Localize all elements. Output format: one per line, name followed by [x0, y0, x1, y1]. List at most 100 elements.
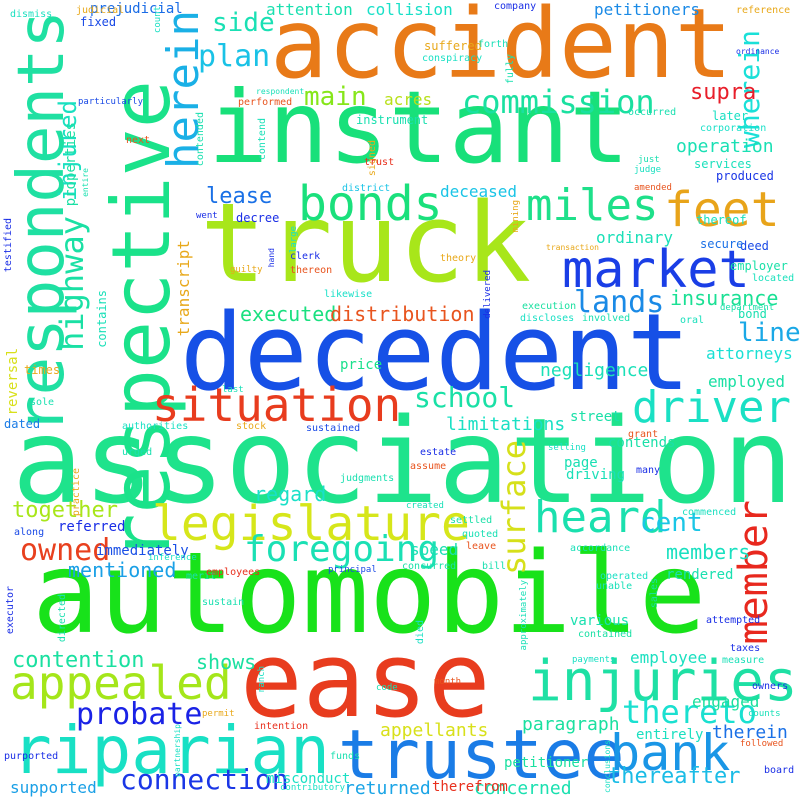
- cloud-word-employer: employer: [730, 259, 788, 273]
- cloud-word-bill: bill: [482, 561, 507, 572]
- cloud-word-immediately: immediately: [96, 543, 189, 559]
- cloud-word-executor: executor: [5, 586, 16, 635]
- cloud-word-employees: employees: [206, 567, 261, 578]
- cloud-word-created: created: [406, 501, 444, 511]
- cloud-word-automobile: automobile: [32, 529, 707, 659]
- cloud-word-paragraph: paragraph: [522, 714, 620, 735]
- cloud-word-operated: operated: [600, 571, 649, 582]
- cloud-word-thereto: thereto: [622, 693, 757, 731]
- cloud-word-attention: attention: [266, 0, 353, 19]
- cloud-word-heard: heard: [534, 492, 667, 543]
- cloud-word-riparian: riparian: [12, 712, 330, 789]
- cloud-word-unable: unable: [596, 581, 633, 592]
- cloud-word-negligence: negligence: [540, 360, 649, 381]
- cloud-word-purported: purported: [4, 751, 59, 762]
- cloud-word-street: street: [570, 409, 621, 425]
- cloud-word-estate: estate: [420, 447, 457, 458]
- cloud-word-hand: hand: [267, 248, 276, 268]
- cloud-word-ease: ease: [240, 619, 491, 741]
- cloud-word-payments: payments: [572, 655, 616, 665]
- cloud-word-counts: counts: [748, 709, 781, 719]
- cloud-word-market: market: [562, 240, 750, 300]
- cloud-word-properties: properties: [63, 122, 79, 207]
- cloud-word-price: price: [340, 357, 383, 373]
- cloud-word-accident: accident: [270, 0, 733, 100]
- cloud-word-executed: executed: [240, 302, 337, 326]
- cloud-word-contends: contends: [608, 435, 676, 451]
- cloud-word-contended: contended: [195, 112, 206, 167]
- cloud-word-returned: returned: [344, 778, 431, 799]
- cloud-word-clerk: clerk: [290, 251, 321, 262]
- cloud-word-authorities: authorities: [122, 421, 189, 432]
- cloud-word-merit: merit: [186, 571, 217, 582]
- cloud-word-shows: shows: [196, 650, 257, 674]
- cloud-word-settled: settled: [450, 515, 493, 526]
- cloud-word-operation: operation: [676, 136, 774, 157]
- cloud-word-ordinance: ordinance: [736, 47, 780, 56]
- cloud-word-assume: assume: [410, 461, 447, 472]
- cloud-word-prejudicial: prejudicial: [90, 1, 183, 17]
- cloud-word-code: code: [376, 683, 398, 693]
- cloud-word-decree: decree: [236, 211, 280, 225]
- cloud-word-ranch: ranch: [257, 666, 267, 694]
- cloud-word-month: month: [434, 677, 462, 687]
- cloud-word-insurance: insurance: [670, 286, 779, 310]
- cloud-word-bonds: bonds: [298, 176, 443, 232]
- cloud-word-company: company: [494, 1, 537, 12]
- cloud-word-particularly: particularly: [78, 97, 144, 107]
- cloud-word-regard: regard: [254, 482, 327, 506]
- cloud-word-transaction: transaction: [546, 243, 599, 252]
- cloud-word-ordinary: ordinary: [596, 228, 674, 247]
- cloud-word-board: board: [764, 765, 795, 776]
- cloud-word-instant: instant: [208, 69, 630, 186]
- cloud-word-directed: directed: [57, 594, 68, 643]
- cloud-word-employee: employee: [630, 648, 708, 667]
- cloud-word-just: just: [638, 155, 660, 165]
- cloud-word-mentioned: mentioned: [68, 558, 177, 582]
- cloud-word-owners: owners: [752, 681, 789, 692]
- cloud-word-selling: selling: [548, 443, 586, 453]
- cloud-word-trustee: trustee: [338, 716, 625, 795]
- cloud-word-supra: supra: [690, 80, 757, 105]
- cloud-word-fully: fully: [505, 54, 516, 85]
- cloud-word-reference: reference: [736, 5, 791, 16]
- cloud-word-corporation: corporation: [700, 123, 767, 134]
- cloud-word-concerned: concerned: [474, 778, 572, 799]
- cloud-word-secure: secure: [700, 237, 744, 251]
- cloud-word-judgments: judgments: [340, 473, 395, 484]
- cloud-word-many: many: [636, 465, 661, 476]
- cloud-word-driving: driving: [566, 467, 626, 483]
- cloud-word-inference: inference: [148, 553, 197, 563]
- cloud-word-attorneys: attorneys: [706, 344, 793, 363]
- cloud-word-lease: lease: [206, 184, 273, 209]
- cloud-word-suffered: suffered: [424, 39, 482, 53]
- cloud-word-engaged: engaged: [692, 692, 760, 711]
- cloud-word-attempted: attempted: [706, 615, 761, 626]
- cloud-word-amended: amended: [634, 183, 672, 193]
- cloud-word-execution: execution: [522, 301, 577, 312]
- cloud-word-entire: entire: [81, 168, 90, 197]
- cloud-word-forth: forth: [478, 39, 509, 50]
- cloud-word-main: main: [304, 82, 367, 112]
- cloud-word-conspiracy: conspiracy: [422, 53, 483, 64]
- cloud-word-lands: lands: [574, 285, 665, 320]
- cloud-word-collision: collision: [366, 0, 453, 19]
- cloud-word-speed: speed: [410, 540, 459, 559]
- cloud-word-entirely: entirely: [636, 727, 704, 743]
- cloud-word-limitations: limitations: [446, 414, 566, 435]
- cloud-word-reversal: reversal: [5, 348, 21, 416]
- cloud-word-urged: urged: [122, 447, 153, 458]
- cloud-word-various: various: [570, 613, 630, 629]
- cloud-word-grant: grant: [628, 429, 659, 440]
- cloud-word-line: line: [738, 318, 800, 348]
- cloud-word-foregoing: foregoing: [244, 529, 440, 570]
- cloud-word-plan: plan: [198, 39, 271, 74]
- cloud-word-practice: practice: [71, 468, 82, 517]
- cloud-word-conclusions: conclusions: [603, 740, 612, 793]
- cloud-word-died: died: [415, 620, 426, 645]
- cloud-word-district: district: [342, 183, 391, 194]
- cloud-word-went: went: [196, 211, 218, 221]
- cloud-word-quoted: quoted: [462, 529, 499, 540]
- cloud-word-dated: dated: [4, 417, 41, 431]
